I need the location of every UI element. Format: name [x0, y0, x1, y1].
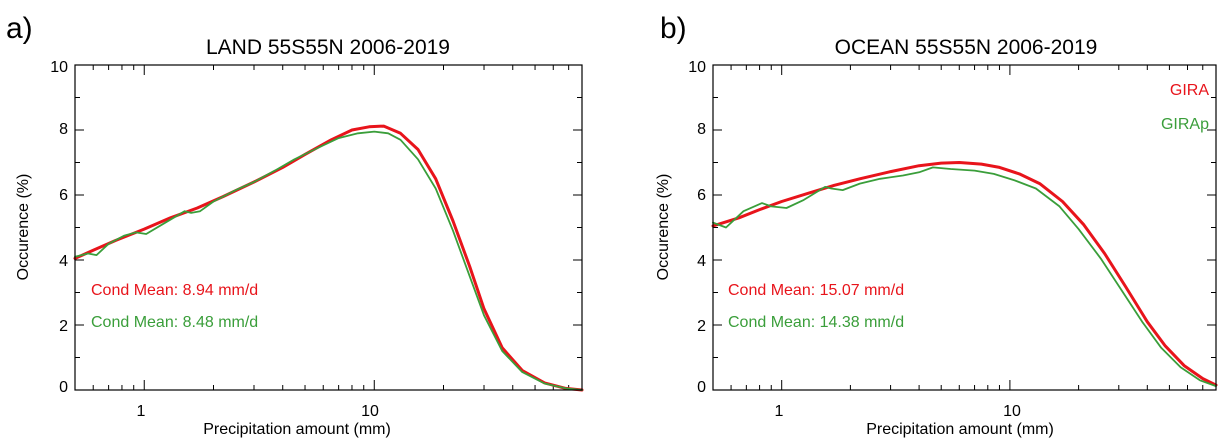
- panel-b-series: [711, 161, 1218, 388]
- y-tick-label: 4: [59, 253, 68, 270]
- y-tick-label: 10: [688, 59, 706, 76]
- panel-a-x-tick-labels: 1 10: [137, 403, 379, 420]
- panel-a-series-line-red: [73, 124, 584, 392]
- panel-a-series-line-green: [74, 130, 583, 391]
- panel-a-plot-frame: [74, 64, 583, 391]
- panel-a-x-axis-label: Precipitation amount (mm): [203, 421, 391, 438]
- x-tick-label: 1: [137, 403, 146, 420]
- y-tick-label: 2: [697, 318, 706, 335]
- panel-a-annotation-red: Cond Mean: 8.94 mm/d: [91, 282, 258, 299]
- y-tick-label: 6: [59, 187, 68, 204]
- panel-a-y-axis-label: Occurence (%): [15, 174, 32, 281]
- panel-b-annotation-green: Cond Mean: 14.38 mm/d: [728, 314, 904, 331]
- panel-a-y-tick-labels: 0 2 4 6 8 10: [50, 59, 68, 396]
- y-tick-label: 6: [697, 187, 706, 204]
- panel-b-x-axis-label: Precipitation amount (mm): [866, 421, 1054, 438]
- x-tick-label: 10: [361, 403, 379, 420]
- x-tick-label: 1: [775, 403, 784, 420]
- panel-b-legend: GIRA GIRAp: [1161, 82, 1209, 133]
- panel-a-series: [73, 124, 584, 392]
- x-tick-label: 10: [1003, 403, 1021, 420]
- panel-a-annotation-green: Cond Mean: 8.48 mm/d: [91, 314, 258, 331]
- y-tick-label: 0: [697, 379, 706, 396]
- y-tick-label: 8: [59, 121, 68, 138]
- panel-a-title: LAND 55S55N 2006-2019: [206, 36, 450, 59]
- y-tick-label: 4: [697, 253, 706, 270]
- panel-b-y-axis-label: Occurence (%): [655, 174, 672, 281]
- y-tick-label: 10: [50, 59, 68, 76]
- panel-b-label: b): [660, 12, 687, 45]
- panel-b: b) OCEAN 55S55N 2006-2019 Occurence (%) …: [655, 12, 1218, 438]
- y-tick-label: 2: [59, 318, 68, 335]
- panel-a-label: a): [6, 12, 33, 45]
- panel-b-annotation-red: Cond Mean: 15.07 mm/d: [728, 282, 904, 299]
- y-tick-label: 8: [697, 121, 706, 138]
- panel-b-ticks: [712, 64, 1217, 391]
- panel-b-title: OCEAN 55S55N 2006-2019: [835, 36, 1098, 59]
- legend-label-girap: GIRAp: [1161, 116, 1209, 133]
- panel-b-series-line-red: [711, 161, 1218, 387]
- panel-b-x-tick-labels: 1 10: [775, 403, 1021, 420]
- panel-b-plot-frame: [712, 64, 1217, 391]
- legend-label-gira: GIRA: [1170, 82, 1209, 99]
- panel-b-y-tick-labels: 0 2 4 6 8 10: [688, 59, 706, 396]
- panel-a: a) LAND 55S55N 2006-2019 Occurence (%) P…: [6, 12, 584, 438]
- panel-b-series-line-green: [712, 166, 1217, 388]
- y-tick-label: 0: [59, 379, 68, 396]
